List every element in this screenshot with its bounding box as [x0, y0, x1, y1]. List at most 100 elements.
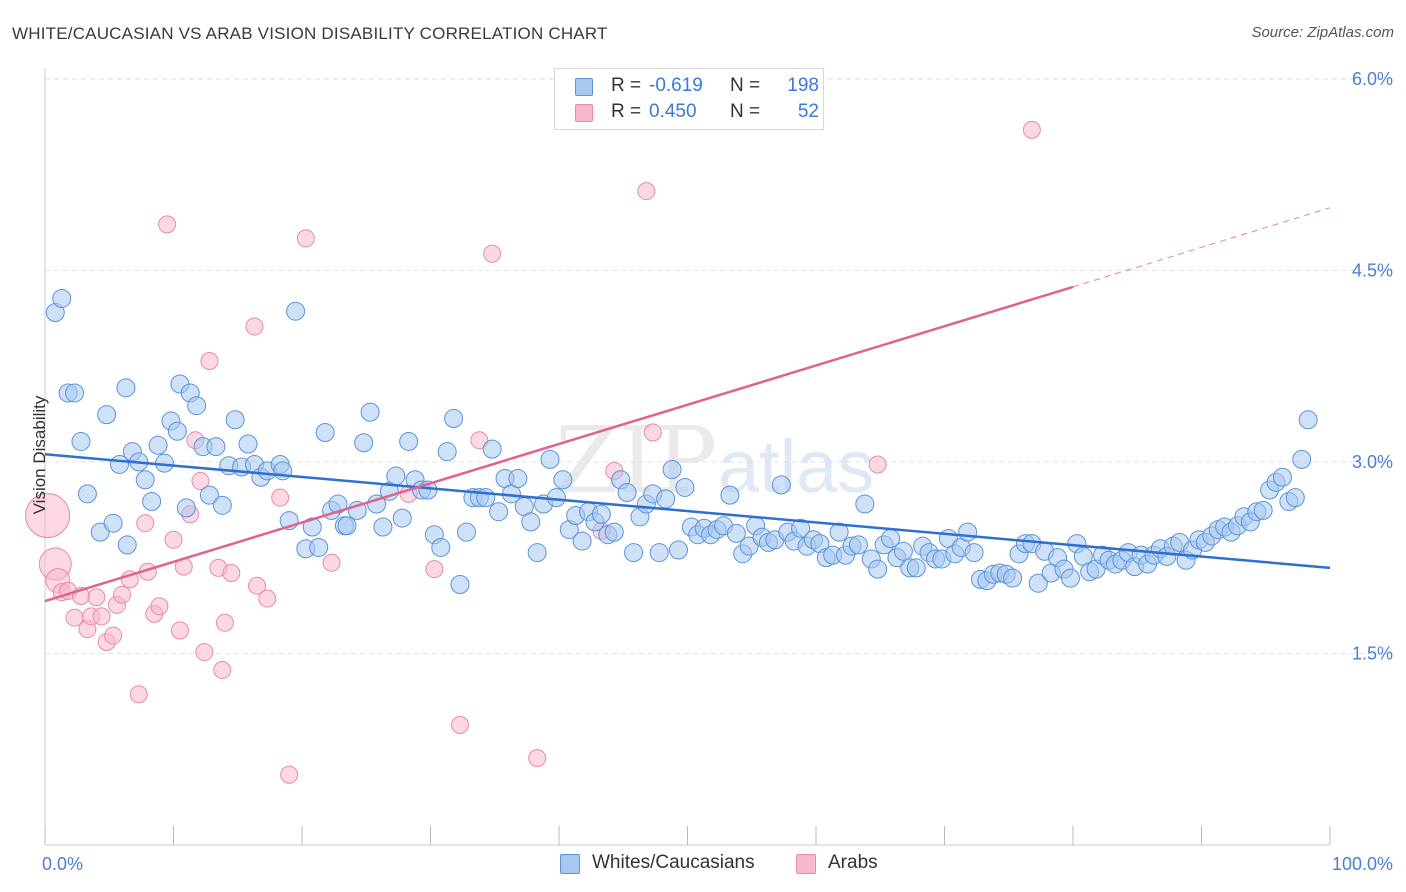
white-point [553, 470, 573, 490]
white-point [1285, 488, 1305, 508]
arab-point [271, 488, 290, 507]
stats-legend: R = -0.619 N = 198 R = 0.450 N = 52 [554, 68, 824, 130]
white-point [1060, 568, 1080, 588]
white-point [176, 498, 196, 518]
arab-point [222, 563, 241, 582]
white-point [508, 469, 528, 489]
white-point [187, 396, 207, 416]
white-point [489, 502, 509, 522]
white-point [373, 517, 393, 537]
axes [44, 68, 1331, 846]
arab-point [150, 597, 169, 616]
y-tick-label: 3.0% [1352, 452, 1393, 472]
legend-label: Whites/Caucasians [592, 852, 755, 873]
white-swatch [560, 854, 580, 874]
grid-lines [45, 78, 1395, 654]
arab-point [129, 685, 148, 704]
white-point [1003, 568, 1023, 588]
white-point [720, 485, 740, 505]
white-trend-line [44, 452, 1331, 570]
white-point [65, 383, 85, 403]
white-point [791, 518, 811, 538]
white-point [456, 522, 476, 542]
arab-point [296, 229, 315, 248]
white-point [1298, 410, 1318, 430]
x-tick-label-min: 0.0% [42, 854, 83, 874]
white-point [540, 449, 560, 469]
white-point [225, 410, 245, 430]
white-point [360, 402, 380, 422]
white-point [726, 523, 746, 543]
white-point [315, 423, 335, 443]
white-point [624, 543, 644, 563]
white-point [482, 439, 502, 459]
arab-point [104, 626, 123, 645]
white-point [444, 408, 464, 428]
white-point [206, 437, 226, 457]
white-point [142, 491, 162, 511]
white-point [117, 535, 137, 555]
white-point [450, 574, 470, 594]
n-label: N = [730, 101, 761, 122]
white-point [286, 301, 306, 321]
white-point [431, 537, 451, 557]
white-point [868, 559, 888, 579]
white-point [97, 405, 117, 425]
arab-swatch [796, 854, 816, 874]
n-label: N = [730, 75, 761, 96]
white-point [116, 378, 136, 398]
r-label: R = [611, 101, 642, 122]
white-point [1253, 500, 1273, 520]
white-point [656, 489, 676, 509]
white-point [958, 522, 978, 542]
arab-point [528, 749, 547, 768]
white-point [77, 484, 97, 504]
white-point [337, 516, 357, 536]
white-point [669, 540, 689, 560]
y-tick-label: 4.5% [1352, 260, 1393, 280]
white-point [649, 543, 669, 563]
white-point [617, 483, 637, 503]
r-value: 0.450 [649, 101, 697, 122]
white-point [675, 477, 695, 497]
trend-lines [44, 207, 1331, 603]
white-point [604, 522, 624, 542]
white-point [855, 494, 875, 514]
arab-point [191, 472, 210, 491]
white-point [71, 431, 91, 451]
arab-point [87, 588, 106, 607]
arab-swatch [575, 104, 593, 122]
legend-label: Arabs [828, 852, 878, 873]
arab-point [170, 621, 189, 640]
arab-point [451, 715, 470, 734]
y-tick-label: 1.5% [1352, 643, 1393, 663]
r-value: -0.619 [649, 75, 703, 96]
arab-point [215, 613, 234, 632]
white-point [309, 537, 329, 557]
white-swatch [575, 78, 593, 96]
source-label: Source: ZipAtlas.com [1251, 24, 1394, 41]
white-point [354, 433, 374, 453]
arab-trend-line [44, 285, 1074, 603]
chart-title: WHITE/CAUCASIAN VS ARAB VISION DISABILIT… [12, 24, 608, 43]
white-point [328, 494, 348, 514]
arab-point [868, 455, 887, 474]
arab-point [248, 576, 267, 595]
arab-point [164, 530, 183, 549]
white-point [527, 543, 547, 563]
white-point [521, 512, 541, 532]
watermark-atlas: atlas [718, 425, 874, 508]
white-point [476, 488, 496, 508]
white-point [386, 466, 406, 486]
arab-point [158, 215, 177, 234]
white-point [238, 434, 258, 454]
white-point [135, 470, 155, 490]
arab-point [258, 589, 277, 608]
arab-point [425, 560, 444, 579]
arab-point [213, 661, 232, 680]
white-point [1028, 573, 1048, 593]
arab-point [25, 493, 71, 539]
white-point [546, 488, 566, 508]
watermark-zip: ZIP [555, 407, 717, 514]
